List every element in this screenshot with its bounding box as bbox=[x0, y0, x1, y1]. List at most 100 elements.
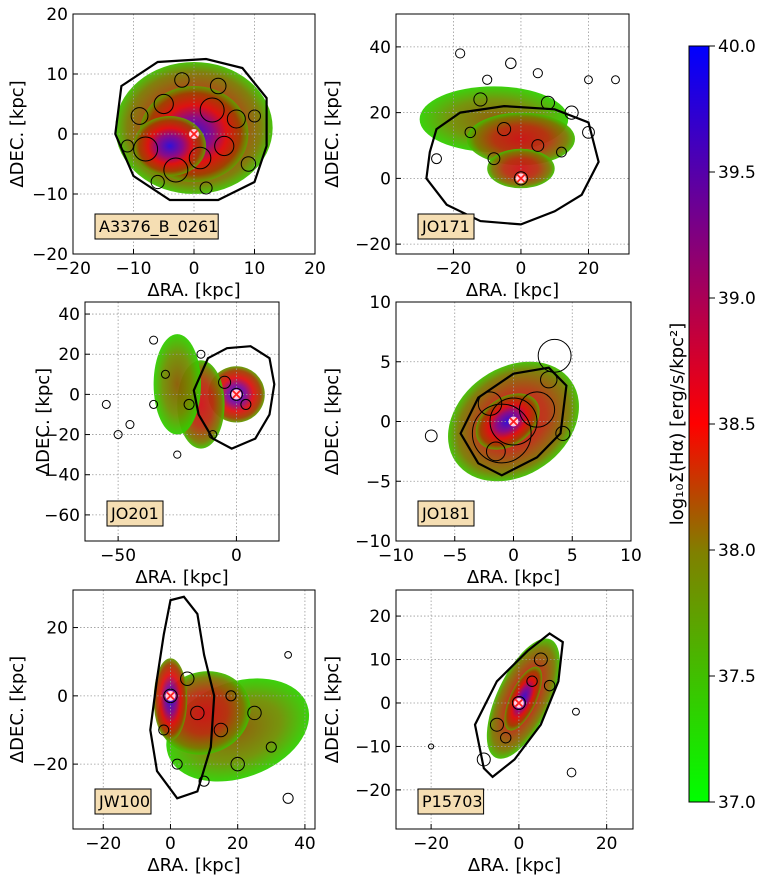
y-tick-label: 0 bbox=[69, 385, 80, 405]
hii-clump-circle bbox=[571, 707, 580, 716]
colorbar-tick-label: 38.0 bbox=[718, 541, 756, 561]
hii-clump-circle bbox=[214, 135, 235, 157]
y-tick-label: 20 bbox=[369, 104, 391, 124]
x-tick-label: 0 bbox=[189, 259, 200, 279]
hii-clump-circle bbox=[163, 157, 189, 183]
panel-jo201: −50 0 −60 −40 −20 0 20 40 ΔRA. [kpc] ΔDEC. [kpc] J… bbox=[33, 301, 280, 588]
hii-clump-circle bbox=[149, 335, 159, 345]
y-tick-label: 0 bbox=[380, 169, 391, 189]
hii-clump-circle bbox=[208, 430, 218, 440]
x-tick-label: 5 bbox=[567, 546, 578, 566]
x-tick-label: −10 bbox=[378, 546, 414, 566]
y-tick-label: −20 bbox=[355, 235, 391, 255]
axes-frame bbox=[395, 13, 630, 255]
x-tick-label: 20 bbox=[578, 259, 600, 279]
x-tick-label: 10 bbox=[620, 546, 642, 566]
hii-clump-circle bbox=[174, 72, 190, 88]
hii-clump-circle bbox=[540, 370, 558, 389]
y-tick-label: 10 bbox=[369, 293, 391, 313]
galaxy-name-box bbox=[106, 500, 164, 527]
x-tick-label: 0 bbox=[516, 259, 527, 279]
x-axis-label: ΔRA. [kpc] bbox=[147, 855, 240, 876]
hii-clump-circle bbox=[120, 139, 134, 153]
panel-jo181: −10 −5 0 5 10 −10 −5 0 5 10 ΔRA. [kpc] ΔDEC. [kpc] J… bbox=[322, 293, 642, 588]
hii-clump-circle bbox=[190, 705, 205, 721]
hii-clump-circle bbox=[218, 375, 232, 389]
hii-clump-circle bbox=[543, 679, 556, 692]
hii-clump-circle bbox=[564, 105, 579, 120]
galaxy-center-cross bbox=[166, 691, 175, 700]
hii-clump-circle bbox=[153, 93, 174, 115]
halpha-map-region bbox=[475, 393, 540, 450]
hii-clump-circle bbox=[247, 705, 262, 721]
colorbar-gradient bbox=[688, 45, 710, 803]
y-tick-label: 40 bbox=[369, 38, 391, 58]
x-axis-label: ΔRA. [kpc] bbox=[147, 280, 240, 301]
y-axis-label: ΔDEC. [kpc] bbox=[7, 80, 28, 187]
x-tick-label: 0 bbox=[508, 546, 519, 566]
y-tick-label: 20 bbox=[46, 619, 68, 639]
x-tick-label: 20 bbox=[304, 259, 326, 279]
y-tick-label: −20 bbox=[44, 426, 80, 446]
galaxy-center-cross bbox=[516, 174, 526, 183]
hii-clump-circle bbox=[248, 109, 261, 123]
hii-clump-circle bbox=[500, 732, 512, 744]
y-tick-label: 0 bbox=[380, 413, 391, 433]
galaxy-name-box bbox=[417, 500, 475, 527]
hii-clump-circle bbox=[464, 126, 477, 139]
y-tick-label: 5 bbox=[380, 353, 391, 373]
hii-clump-circle bbox=[532, 68, 543, 79]
hii-clump-circle bbox=[158, 724, 170, 736]
galaxy-name-label: JO201 bbox=[110, 504, 159, 523]
stellar-disk-contour bbox=[114, 57, 268, 202]
y-tick-label: −60 bbox=[44, 506, 80, 526]
hii-clump-circle bbox=[584, 75, 593, 85]
hii-clump-circle bbox=[240, 398, 252, 410]
hii-clump-circle bbox=[482, 74, 493, 85]
colorbar-label: log₁₀Σ(Hα) [erg/s/kpc²] bbox=[667, 323, 688, 526]
x-tick-label: 40 bbox=[294, 834, 316, 854]
y-tick-label: 0 bbox=[380, 694, 391, 714]
stellar-disk-contour bbox=[425, 104, 600, 226]
hii-clump-circle bbox=[284, 651, 292, 659]
hii-clump-circle bbox=[526, 675, 538, 687]
stellar-disk-contour bbox=[149, 595, 216, 800]
hii-clump-circle bbox=[282, 792, 294, 804]
galaxy-name-label: A3376_B_0261 bbox=[99, 217, 218, 237]
hii-clump-circle bbox=[230, 756, 245, 772]
x-tick-label: 0 bbox=[165, 834, 176, 854]
hii-clump-circle bbox=[537, 338, 572, 373]
halpha-map-region bbox=[153, 334, 201, 435]
hii-clump-circle bbox=[477, 391, 503, 416]
hii-clump-circle bbox=[582, 125, 595, 139]
y-tick-label: −40 bbox=[44, 466, 80, 486]
hii-clump-circle bbox=[188, 146, 212, 170]
x-tick-label: −20 bbox=[55, 259, 91, 279]
y-axis-label: ΔDEC. [kpc] bbox=[7, 656, 28, 763]
hii-clump-circle bbox=[150, 174, 165, 190]
galaxy-name-label: JO181 bbox=[421, 504, 470, 523]
x-tick-label: 10 bbox=[244, 259, 266, 279]
hii-clump-circle bbox=[424, 429, 438, 443]
hii-clump-circle bbox=[196, 349, 206, 359]
y-tick-label: 0 bbox=[57, 687, 68, 707]
hii-clump-circle bbox=[163, 688, 178, 704]
hii-clump-circle bbox=[496, 121, 512, 137]
x-axis-label: ΔRA. [kpc] bbox=[466, 280, 559, 301]
panel-p15703: −20 0 20 −20 −10 0 10 20 ΔRA. [kpc] ΔDEC. [kpc] P1… bbox=[322, 589, 634, 876]
galaxy-center-cross bbox=[514, 698, 524, 708]
hii-clump-circle bbox=[431, 153, 442, 165]
y-axis-label: ΔDEC. [kpc] bbox=[322, 368, 343, 475]
hii-clump-circle bbox=[240, 156, 257, 172]
hii-clump-circle bbox=[265, 741, 277, 753]
stellar-disk-contour bbox=[473, 632, 564, 779]
hii-clump-circle bbox=[149, 399, 159, 409]
panel-jo171: −20 0 20 −20 0 20 40 ΔRA. [kpc] ΔDEC. [kpc] JO171 bbox=[322, 13, 630, 301]
stellar-disk-contour bbox=[192, 345, 276, 450]
x-axis-label: ΔRA. [kpc] bbox=[135, 567, 228, 588]
hii-clump-circle bbox=[171, 758, 183, 770]
hii-clump-circle bbox=[209, 77, 227, 95]
axes-frame bbox=[72, 589, 316, 830]
